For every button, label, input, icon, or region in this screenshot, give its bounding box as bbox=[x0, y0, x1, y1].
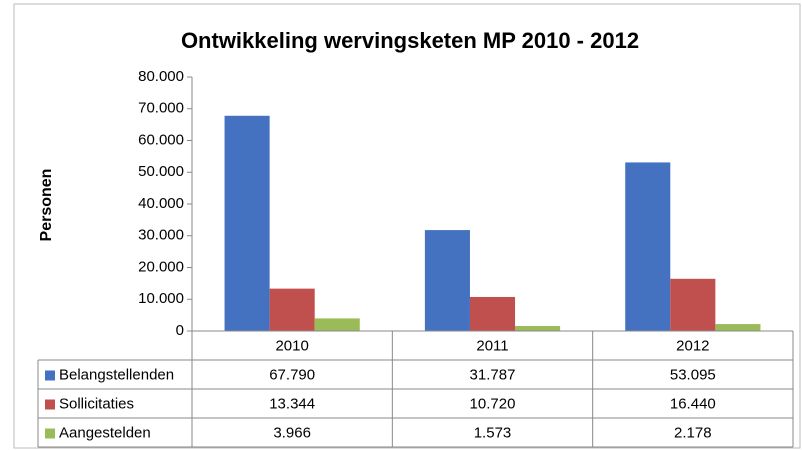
y-tick-label: 30.000 bbox=[138, 227, 184, 244]
legend-label: Belangstellenden bbox=[59, 366, 174, 383]
y-tick-label: 40.000 bbox=[138, 195, 184, 212]
table-value: 1.573 bbox=[474, 424, 512, 441]
legend-swatch bbox=[45, 428, 55, 439]
bar bbox=[269, 288, 315, 331]
y-tick-label: 10.000 bbox=[138, 290, 184, 307]
bar bbox=[515, 326, 561, 331]
x-tick-label: 2010 bbox=[275, 337, 308, 354]
table-value: 67.790 bbox=[269, 366, 315, 383]
bar bbox=[670, 278, 716, 331]
y-tick-label: 80.000 bbox=[138, 68, 184, 85]
legend-swatch bbox=[45, 370, 55, 381]
chart-title: Ontwikkeling wervingsketen MP 2010 - 201… bbox=[181, 28, 639, 53]
bar bbox=[314, 318, 360, 331]
legend-swatch bbox=[45, 399, 55, 410]
table-value: 10.720 bbox=[470, 395, 516, 412]
y-axis-label: Personen bbox=[38, 169, 55, 242]
bar bbox=[625, 162, 671, 331]
x-tick-label: 2011 bbox=[476, 337, 508, 354]
y-tick-label: 20.000 bbox=[138, 258, 184, 275]
table-value: 13.344 bbox=[269, 395, 315, 412]
y-tick-label: 0 bbox=[176, 322, 184, 339]
y-tick-label: 50.000 bbox=[138, 163, 184, 180]
chart-border bbox=[13, 3, 801, 449]
bar bbox=[715, 324, 761, 331]
legend-label: Sollicitaties bbox=[59, 395, 134, 412]
bar bbox=[424, 230, 470, 331]
table-value: 53.095 bbox=[670, 366, 716, 383]
table-value: 31.787 bbox=[470, 366, 516, 383]
bar bbox=[469, 296, 516, 331]
y-tick-label: 60.000 bbox=[138, 131, 184, 148]
table-value: 16.440 bbox=[670, 395, 716, 412]
bar bbox=[224, 115, 270, 331]
legend-label: Aangestelden bbox=[59, 424, 151, 441]
y-tick-label: 70.000 bbox=[138, 100, 184, 117]
table-value: 3.966 bbox=[273, 424, 311, 441]
table-value: 2.178 bbox=[674, 424, 712, 441]
x-tick-label: 2012 bbox=[676, 337, 709, 354]
